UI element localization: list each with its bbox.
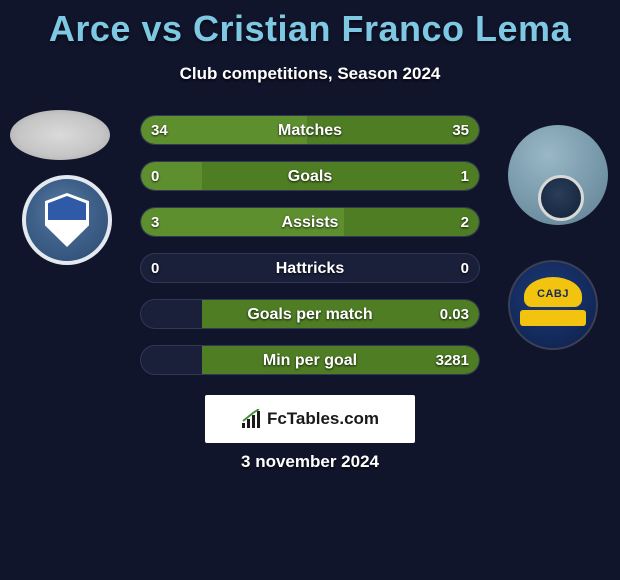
player-right-photo bbox=[508, 125, 608, 225]
stat-row: 01Goals bbox=[140, 161, 480, 191]
attribution-brand: FcTables.com bbox=[267, 409, 379, 429]
stat-label: Assists bbox=[141, 208, 479, 237]
stat-label: Goals per match bbox=[141, 300, 479, 329]
stat-label: Matches bbox=[141, 116, 479, 145]
stat-label: Goals bbox=[141, 162, 479, 191]
subtitle: Club competitions, Season 2024 bbox=[0, 64, 620, 84]
page-title: Arce vs Cristian Franco Lema bbox=[0, 0, 620, 50]
stat-row: 3281Min per goal bbox=[140, 345, 480, 375]
stat-row: 00Hattricks bbox=[140, 253, 480, 283]
stat-row: 0.03Goals per match bbox=[140, 299, 480, 329]
club-badge-right bbox=[508, 260, 598, 350]
stat-label: Hattricks bbox=[141, 254, 479, 283]
attribution-box: FcTables.com bbox=[205, 395, 415, 443]
stat-label: Min per goal bbox=[141, 346, 479, 375]
stats-container: 3435Matches 01Goals 32Assists 00Hattricks 0.… bbox=[140, 115, 480, 391]
fctables-icon bbox=[241, 409, 261, 429]
stat-row: 32Assists bbox=[140, 207, 480, 237]
date-text: 3 november 2024 bbox=[0, 452, 620, 472]
player-left-photo bbox=[10, 110, 110, 160]
stat-row: 3435Matches bbox=[140, 115, 480, 145]
club-badge-left bbox=[22, 175, 112, 265]
